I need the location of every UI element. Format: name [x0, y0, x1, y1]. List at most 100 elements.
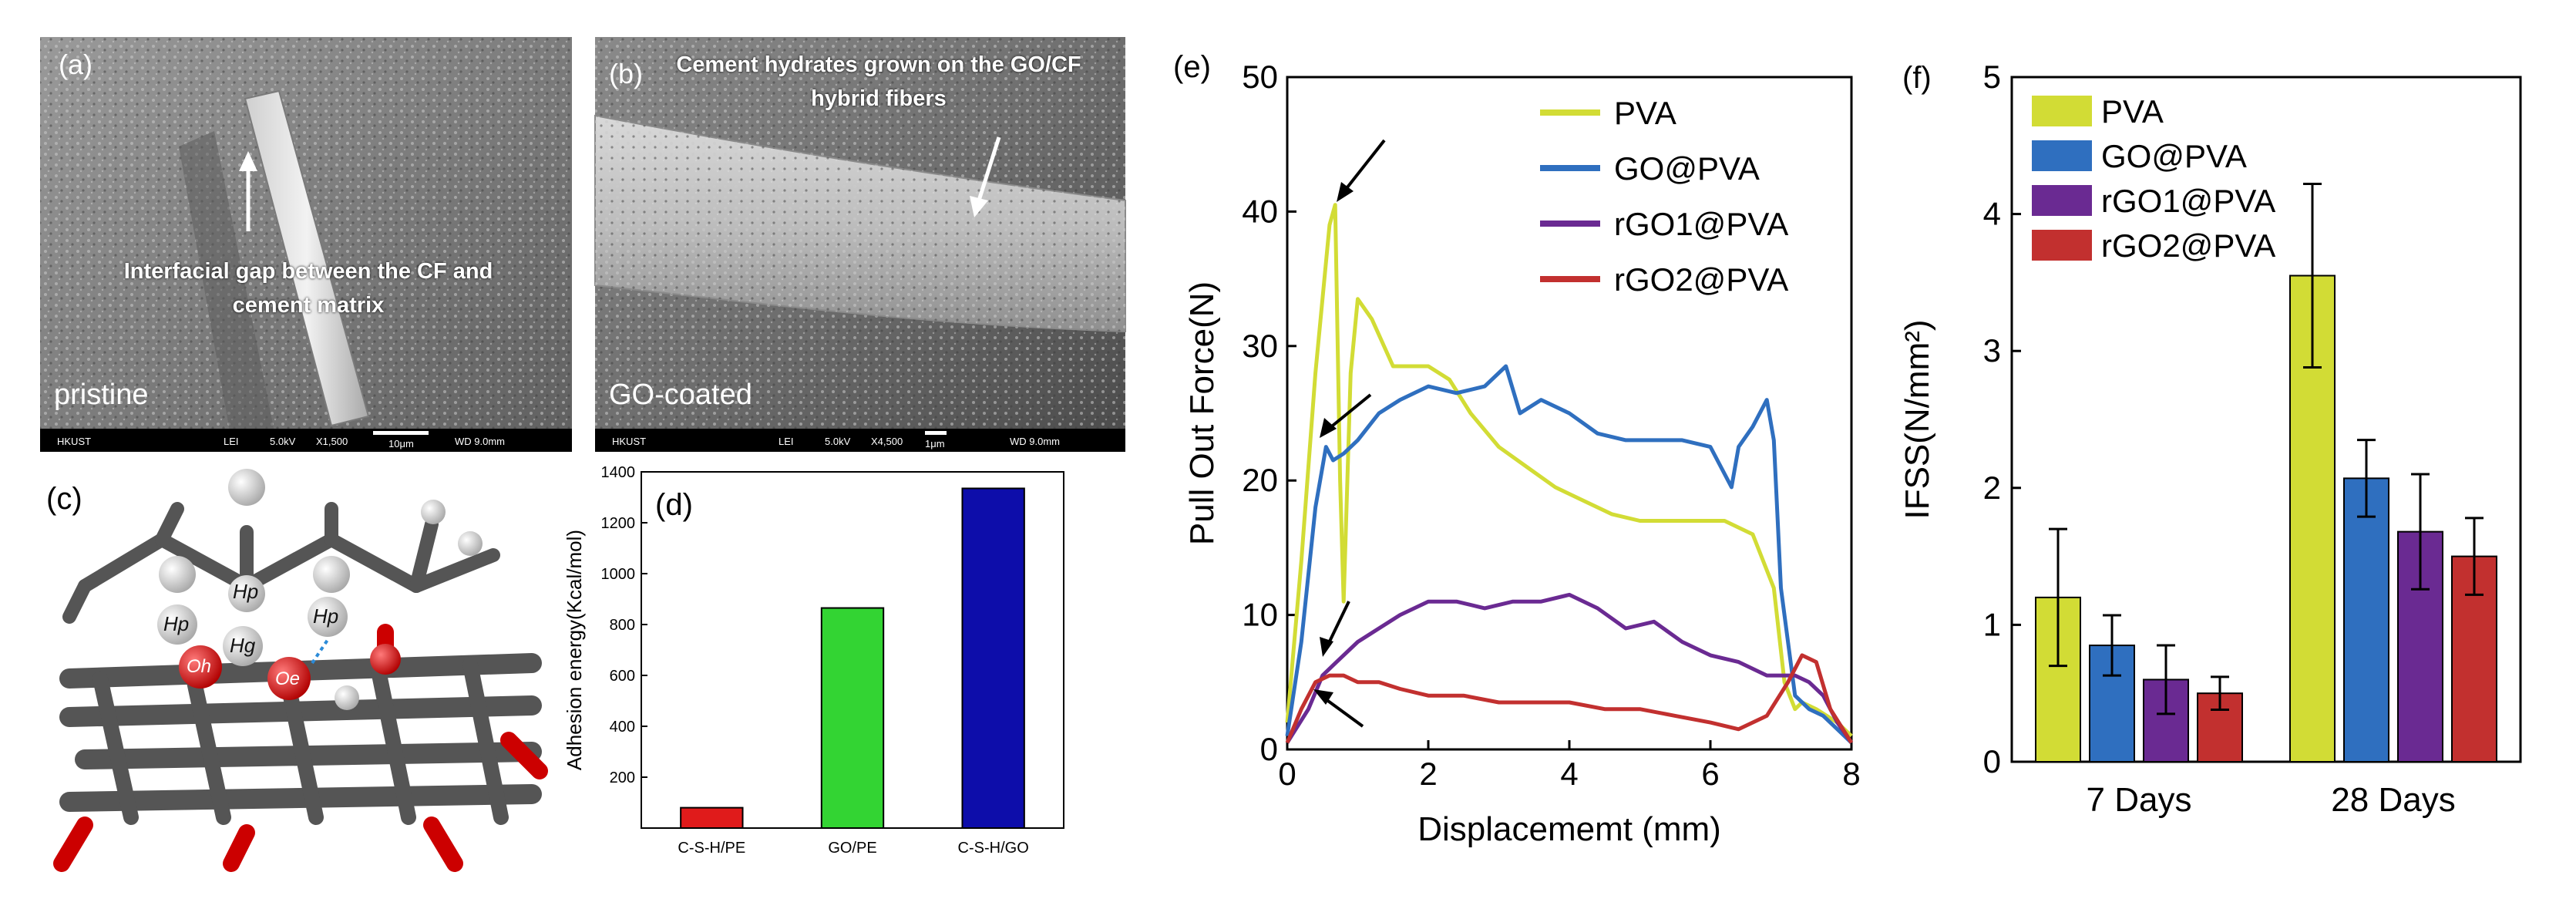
chart-d-category-label: C-S-H/GO	[958, 840, 1029, 857]
chart-d-ytick-label: 400	[610, 719, 635, 736]
chart-e-ytick-label: 20	[1242, 462, 1278, 498]
panel-label-f: (f)	[1902, 61, 1932, 95]
corner-text-b: GO-coated	[609, 379, 752, 411]
sem-info-a-kv: 5.0kV	[270, 436, 296, 447]
hydrogen-bond	[311, 638, 329, 665]
panel-a: (a) Interfacial gap between the CF and c…	[40, 37, 572, 452]
chart-e-xtick-label: 4	[1560, 756, 1578, 792]
chart-d-ytick-label: 200	[610, 769, 635, 786]
arrowhead-go-peak	[1320, 418, 1337, 438]
sem-info-a-wd: WD 9.0mm	[455, 436, 505, 447]
legend-label: PVA	[2101, 93, 2164, 130]
chart-e-xtick-label: 2	[1419, 756, 1437, 792]
legend-label: PVA	[1614, 95, 1676, 131]
panel-c: Hp Hp Hp Hg Oh Oe (c)	[46, 469, 548, 872]
chart-f-frame	[2010, 76, 2522, 763]
chart-f-ytick-label: 3	[1983, 332, 2001, 369]
o-atom	[179, 645, 222, 689]
chart-d-ytick-label: 1200	[601, 515, 636, 532]
panel-label-c: (c)	[46, 482, 82, 516]
chart-f-ytick-label: 4	[1983, 196, 2001, 232]
chart-e-arrows	[1313, 139, 1386, 728]
sem-info-b-scale: 1μm	[925, 438, 945, 449]
sem-info-a-scale: 10μm	[388, 438, 414, 449]
legend-swatch	[2032, 96, 2092, 126]
h-atom	[335, 685, 359, 710]
annotation-arrowhead-a	[239, 151, 257, 171]
chart-d-ylabel: Adhesion energy(Kcal/mol)	[563, 530, 586, 770]
annotation-b-box: Cement hydrates grown on the GO/CF hybri…	[676, 52, 1081, 111]
sem-info-a-mag: X1,500	[316, 436, 348, 447]
chart-f-bars	[2035, 183, 2497, 763]
scalebar-a	[373, 431, 429, 435]
annotation-a-text: Interfacial gap between the CF and cemen…	[123, 259, 493, 318]
chart-f-bar	[2343, 477, 2389, 763]
chart-e-xlabel: Displacememt (mm)	[1417, 810, 1721, 848]
chart-d-category-label: C-S-H/PE	[678, 840, 745, 857]
h-atom	[308, 597, 348, 637]
h-atom	[458, 531, 483, 556]
chart-d-categories: C-S-H/PE GO/PE C-S-H/GO	[678, 840, 1028, 857]
sem-info-bar-a	[40, 429, 572, 452]
h-atom	[228, 575, 265, 612]
legend-label: GO@PVA	[1614, 150, 1760, 187]
chart-e-xtick-label: 6	[1701, 756, 1719, 792]
chart-e-xtick-label: 0	[1278, 756, 1296, 792]
chart-f-category-label: 7 Days	[2087, 781, 2192, 819]
series-line-rgo1-pva	[1285, 592, 1854, 744]
atom-label-hp1: Hp	[233, 580, 258, 603]
h-atom	[159, 556, 196, 593]
coated-fiber-texture-b	[595, 116, 1125, 332]
h-atom	[228, 469, 265, 506]
o-atom	[370, 644, 401, 675]
chart-d-category-label: GO/PE	[828, 840, 876, 857]
panel-label-a: (a)	[59, 49, 92, 80]
fiber-shadow-a	[179, 131, 274, 439]
legend-label: rGO1@PVA	[2101, 183, 2275, 219]
chart-d-bar	[961, 487, 1025, 829]
arrow-rgo2-peak	[1321, 695, 1364, 728]
oxygen-atoms	[179, 644, 401, 700]
chart-e: 0 10 20 30 40 50 0 2 4 6 8 PVA GO@PVA rGO1@PVA rGO2@P…	[1173, 50, 1861, 848]
chart-d-bar	[820, 607, 885, 829]
chart-d-ytick-label: 1000	[601, 566, 636, 583]
arrow-pva-peak	[1343, 139, 1386, 193]
h-atom	[313, 556, 350, 593]
annotation-arrow-b	[977, 136, 1001, 201]
legend-label: rGO2@PVA	[2101, 227, 2275, 264]
arrowhead-rgo2-peak	[1313, 689, 1333, 705]
chart-d-bars	[680, 487, 1025, 829]
sem-info-a-mode: LEI	[224, 436, 239, 447]
panel-label-d: (d)	[655, 488, 693, 522]
arrowhead-rgo1-peak	[1320, 637, 1333, 657]
scalebar-b	[925, 431, 947, 435]
annotation-b-text: Cement hydrates grown on the GO/CF hybri…	[676, 52, 1081, 111]
annotation-a-box: Interfacial gap between the CF and cemen…	[123, 259, 493, 318]
legend-swatch	[2032, 140, 2092, 171]
chart-f-category-label: 28 Days	[2331, 781, 2455, 819]
chart-f-ticks: 0 1 2 3 4 5 7 Days 28 Days	[1983, 59, 2456, 819]
chart-e-lines	[1285, 203, 1854, 745]
chart-d-ytick-label: 800	[610, 617, 635, 634]
atom-label-hg: Hg	[230, 634, 256, 657]
legend-label: rGO2@PVA	[1614, 261, 1788, 298]
h-atom	[223, 626, 263, 666]
chart-d-ytick-label: 1400	[601, 464, 636, 481]
chart-e-ylabel: Pull Out Force(N)	[1183, 281, 1221, 545]
sem-info-b-wd: WD 9.0mm	[1010, 436, 1060, 447]
panel-label-b: (b)	[609, 58, 643, 89]
o-atom	[267, 657, 311, 700]
arrow-go-peak	[1327, 393, 1372, 430]
chart-e-ytick-label: 0	[1260, 731, 1278, 767]
chart-f-ytick-label: 0	[1983, 743, 2001, 779]
series-line-go-pva	[1285, 364, 1853, 745]
carbon-fiber-a	[244, 89, 370, 427]
chart-e-xtick-label: 8	[1842, 756, 1860, 792]
sem-info-a-org: HKUST	[57, 436, 91, 447]
chart-e-legend: PVA GO@PVA rGO1@PVA rGO2@PVA	[1540, 95, 1788, 298]
sem-info-b-mag: X4,500	[871, 436, 903, 447]
atom-label-oe: Oe	[275, 668, 300, 689]
chart-f: 0 1 2 3 4 5 7 Days 28 Days PVA GO@PVA rGO1@PVA rGO…	[1898, 59, 2522, 819]
corner-text-a: pristine	[54, 379, 149, 411]
